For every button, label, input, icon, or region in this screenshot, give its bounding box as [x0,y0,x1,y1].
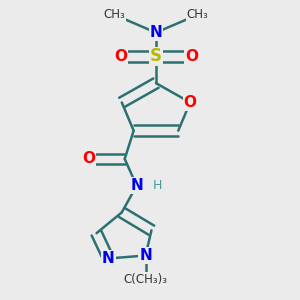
Text: N: N [130,178,143,193]
Text: CH₃: CH₃ [103,8,125,21]
Text: H: H [153,179,162,192]
Text: C(CH₃)₃: C(CH₃)₃ [124,273,167,286]
Text: O: O [184,95,196,110]
Text: N: N [150,25,162,40]
Text: N: N [139,248,152,263]
Text: O: O [185,49,198,64]
Text: N: N [102,251,115,266]
Text: O: O [114,49,127,64]
Text: CH₃: CH₃ [187,8,208,21]
Text: S: S [150,47,162,65]
Text: O: O [82,152,96,166]
